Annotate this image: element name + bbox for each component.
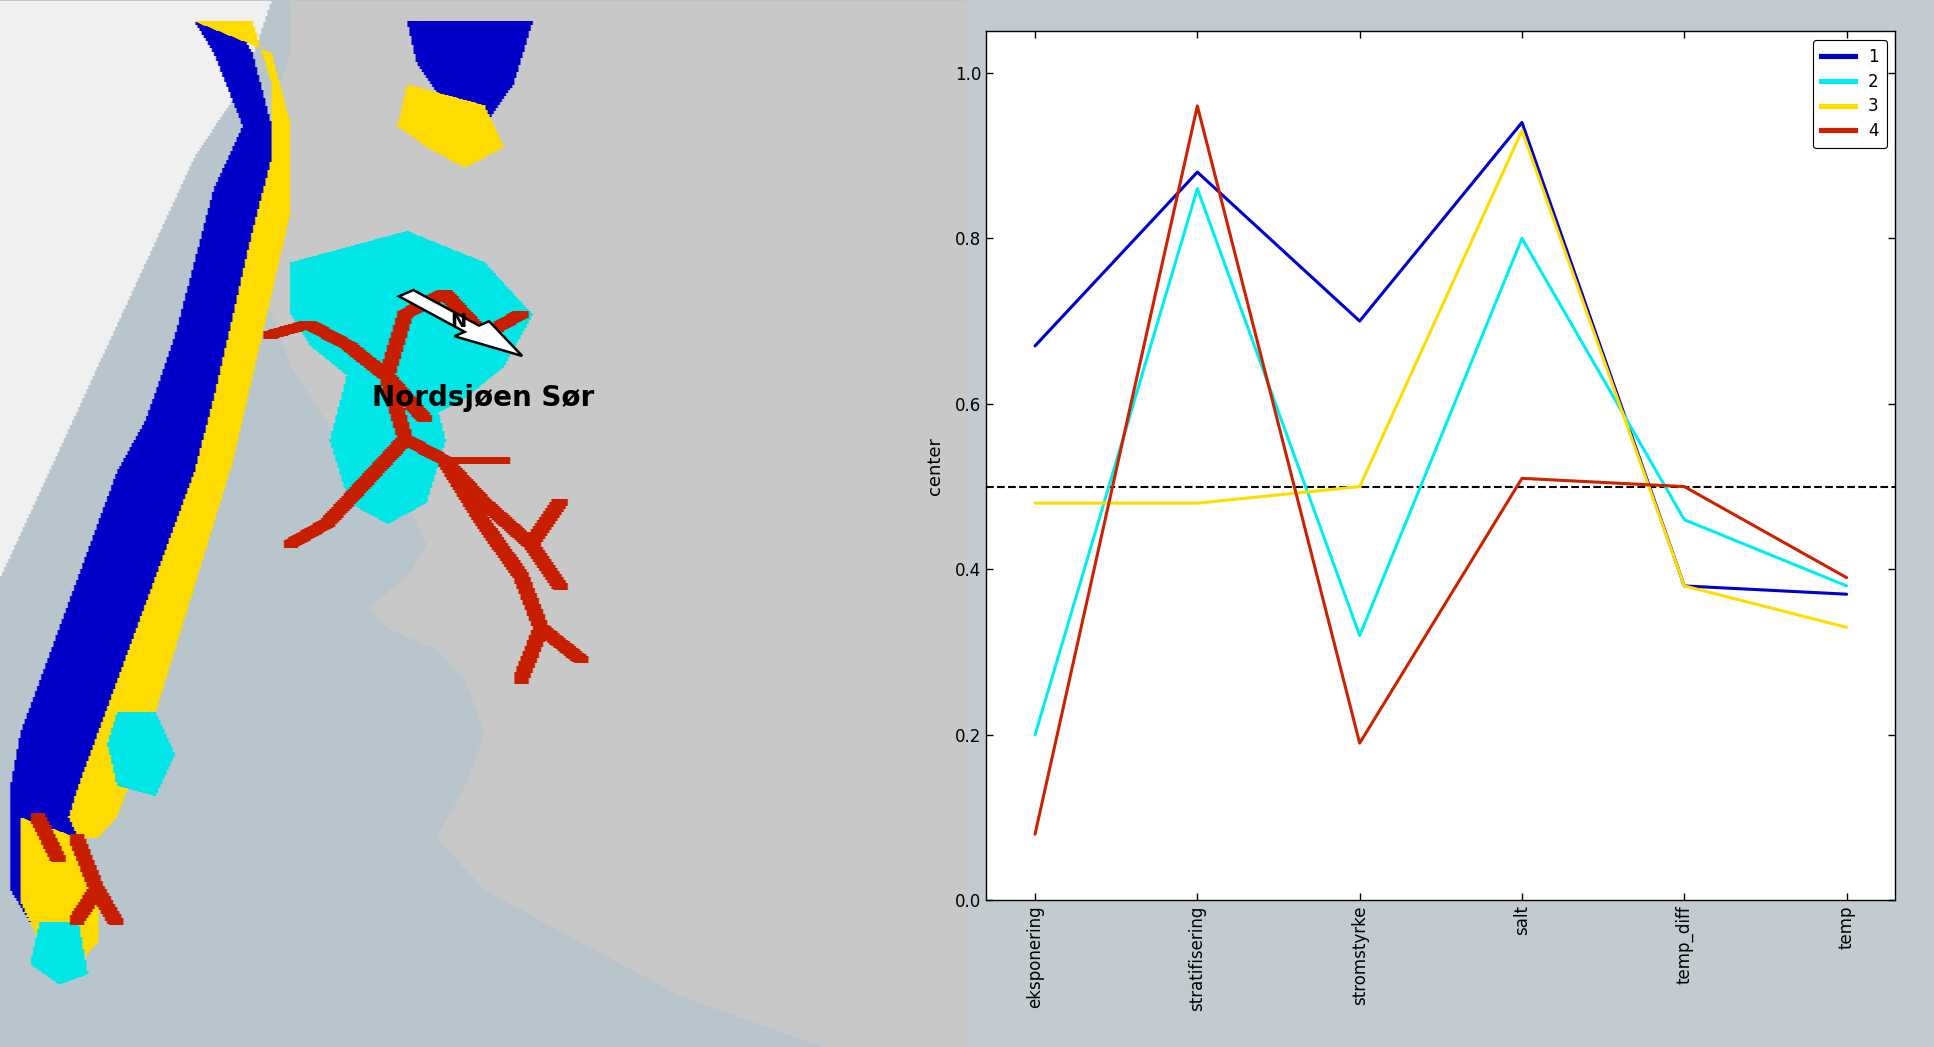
Y-axis label: center: center [926, 437, 944, 495]
3 [1186, 497, 1209, 510]
4 [1348, 737, 1371, 750]
Text: Nordsjøen Sør: Nordsjøen Sør [373, 384, 594, 411]
4 [1023, 828, 1046, 841]
1 [1673, 580, 1696, 593]
3 [1835, 621, 1859, 633]
3 [1348, 481, 1371, 493]
2 [1186, 182, 1209, 195]
3 [1673, 580, 1696, 593]
2 [1348, 629, 1371, 642]
4 [1186, 99, 1209, 112]
Line: 2: 2 [1035, 188, 1847, 735]
2 [1510, 232, 1534, 245]
3 [1510, 125, 1534, 137]
1 [1186, 165, 1209, 178]
4 [1673, 481, 1696, 493]
2 [1023, 729, 1046, 741]
1 [1348, 315, 1371, 328]
Line: 3: 3 [1035, 131, 1847, 627]
Text: N: N [451, 312, 466, 331]
2 [1673, 513, 1696, 526]
Line: 4: 4 [1035, 106, 1847, 834]
FancyArrow shape [398, 290, 522, 356]
1 [1023, 339, 1046, 352]
1 [1510, 116, 1534, 129]
Line: 1: 1 [1035, 122, 1847, 595]
3 [1023, 497, 1046, 510]
4 [1510, 472, 1534, 485]
4 [1835, 572, 1859, 584]
2 [1835, 580, 1859, 593]
Legend: 1, 2, 3, 4: 1, 2, 3, 4 [1812, 40, 1888, 149]
1 [1835, 588, 1859, 601]
